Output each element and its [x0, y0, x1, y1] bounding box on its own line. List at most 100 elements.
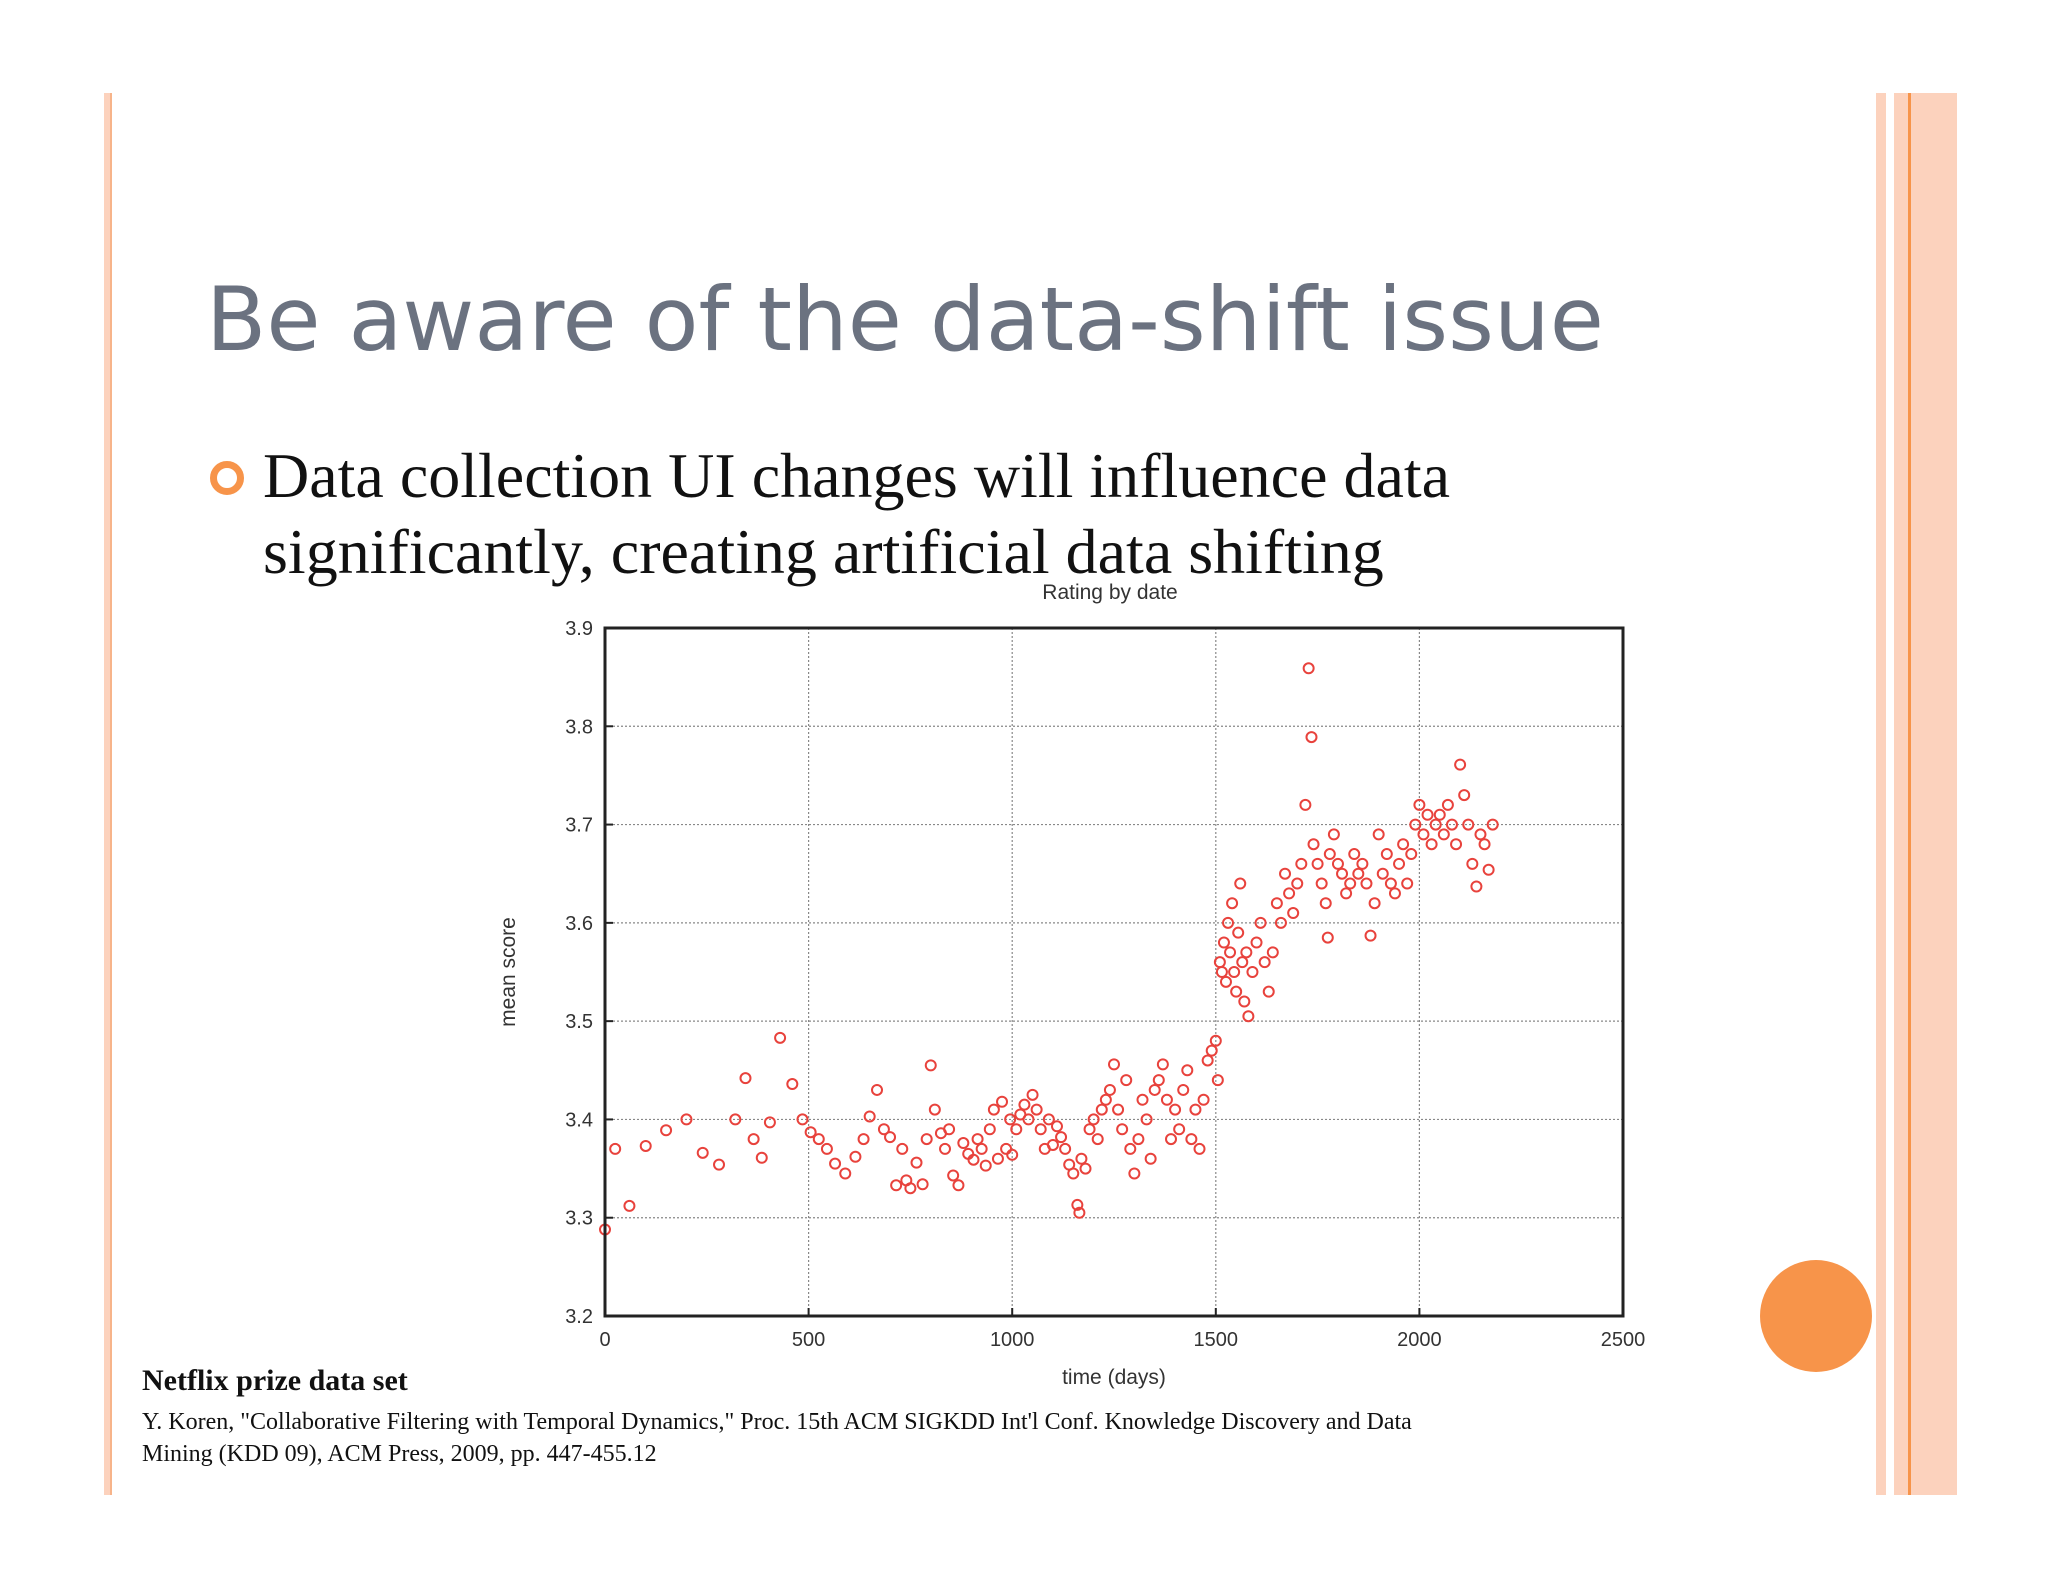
source-reference-line-2: Mining (KDD 09), ACM Press, 2009, pp. 44… — [142, 1441, 657, 1467]
data-point — [1384, 877, 1397, 890]
data-point — [1173, 1123, 1186, 1136]
data-point — [1421, 808, 1434, 821]
data-point — [774, 1031, 787, 1044]
chart-grid — [605, 628, 1623, 1316]
data-point — [1213, 956, 1226, 969]
data-point — [1368, 897, 1381, 910]
data-point — [1321, 931, 1334, 944]
data-point — [1372, 828, 1385, 841]
right-border-stripe-1 — [1876, 93, 1886, 1495]
x-tick-label: 1000 — [990, 1329, 1034, 1351]
data-point — [1222, 916, 1235, 929]
left-border-stripe — [104, 93, 110, 1495]
data-point — [1091, 1133, 1104, 1146]
data-point — [1000, 1142, 1013, 1155]
data-point — [1116, 1123, 1129, 1136]
data-point — [1242, 1010, 1255, 1023]
data-point — [1482, 863, 1495, 876]
chart-points — [599, 662, 1499, 1236]
data-point — [1193, 1142, 1206, 1155]
chart-title: Rating by date — [1042, 581, 1177, 604]
data-point — [839, 1167, 852, 1180]
data-point — [1287, 907, 1300, 920]
data-point — [796, 1113, 809, 1126]
y-tick-label: 3.2 — [565, 1306, 593, 1328]
data-point — [786, 1078, 799, 1091]
data-point — [1148, 1083, 1161, 1096]
data-point — [747, 1133, 760, 1146]
y-tick-label: 3.9 — [565, 618, 593, 640]
data-point — [896, 1142, 909, 1155]
y-tick-label: 3.4 — [565, 1109, 593, 1131]
data-point — [1073, 1206, 1086, 1219]
data-point — [1010, 1123, 1023, 1136]
data-point — [1201, 1054, 1214, 1067]
data-point — [1441, 798, 1454, 811]
data-point — [1352, 867, 1365, 880]
data-point — [1311, 857, 1324, 870]
data-point — [696, 1146, 709, 1159]
data-point — [1250, 936, 1263, 949]
data-point — [1120, 1074, 1133, 1087]
data-point — [863, 1110, 876, 1123]
bullet-text: Data collection UI changes will influenc… — [263, 438, 1703, 590]
data-point — [1299, 798, 1312, 811]
data-point — [1425, 838, 1438, 851]
data-point — [890, 1179, 903, 1192]
data-point — [987, 1103, 1000, 1116]
data-point — [979, 1159, 992, 1172]
data-point — [1059, 1142, 1072, 1155]
left-border-line — [110, 93, 112, 1495]
data-point — [975, 1142, 988, 1155]
data-point — [1307, 838, 1320, 851]
data-point — [1018, 1098, 1031, 1111]
data-point — [1258, 956, 1271, 969]
data-point — [639, 1139, 652, 1152]
rating-by-date-chart: 0 500 1000 1500 2000 2500 3.2 3.3 3.4 3.5 3.6 3.7 3.… — [497, 581, 1645, 1389]
data-point — [729, 1113, 742, 1126]
right-border-line — [1908, 93, 1911, 1495]
data-point — [1266, 946, 1279, 959]
data-point — [1254, 916, 1267, 929]
data-point — [1165, 1133, 1178, 1146]
data-point — [1132, 1133, 1145, 1146]
data-point — [1433, 808, 1446, 821]
data-point — [1336, 867, 1349, 880]
data-point — [1417, 828, 1430, 841]
data-point — [1405, 848, 1418, 861]
data-point — [1140, 1113, 1153, 1126]
data-point — [1095, 1103, 1108, 1116]
data-point — [971, 1133, 984, 1146]
data-point — [849, 1150, 862, 1163]
x-tick-label: 0 — [599, 1329, 610, 1351]
data-point — [1323, 848, 1336, 861]
data-point — [1108, 1058, 1120, 1071]
data-point — [1136, 1093, 1149, 1106]
y-tick-label: 3.8 — [565, 716, 593, 738]
data-point — [1348, 848, 1361, 861]
data-point — [1474, 828, 1487, 841]
data-point — [1099, 1093, 1112, 1106]
data-point — [1291, 877, 1304, 890]
data-point — [1270, 897, 1283, 910]
data-point — [947, 1169, 960, 1182]
data-point — [884, 1131, 897, 1144]
right-border-stripe-2 — [1894, 93, 1908, 1495]
data-point — [916, 1178, 929, 1191]
data-point — [1160, 1093, 1173, 1106]
data-point — [1026, 1088, 1039, 1101]
data-point — [1034, 1123, 1047, 1136]
data-point — [1437, 828, 1450, 841]
data-point — [904, 1182, 917, 1195]
right-border-stripe-3 — [1911, 93, 1957, 1495]
data-point — [1470, 880, 1483, 893]
data-point — [1454, 758, 1467, 771]
data-point — [957, 1137, 970, 1150]
bullet-circle-icon — [210, 461, 244, 495]
data-point — [1217, 936, 1230, 949]
data-point — [1112, 1103, 1125, 1116]
data-point — [713, 1158, 726, 1171]
x-tick-label: 500 — [792, 1329, 825, 1351]
data-point — [1215, 966, 1228, 978]
data-point — [1401, 877, 1414, 890]
